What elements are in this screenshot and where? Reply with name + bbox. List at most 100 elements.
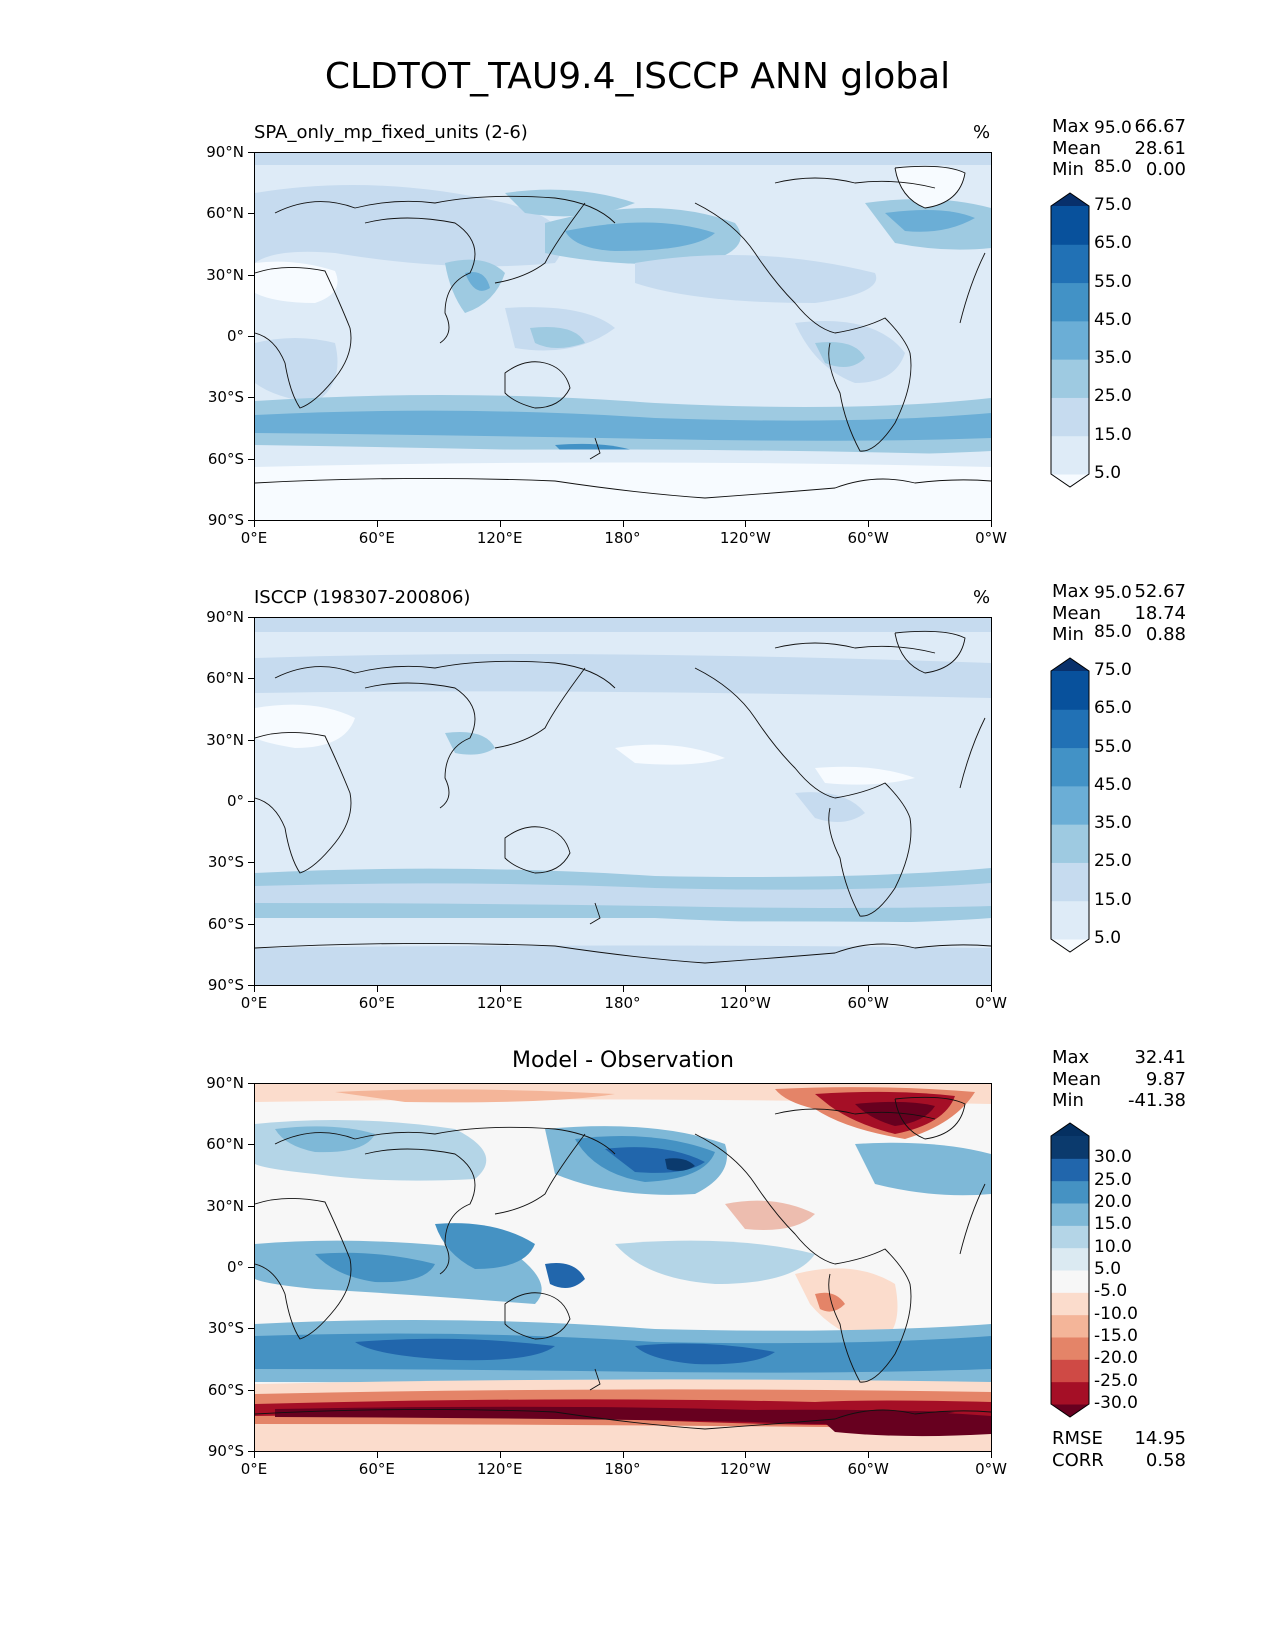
lat-tick-label: 60°N (206, 204, 244, 223)
lon-tick-label: 60°E (358, 1460, 395, 1478)
max-value: 66.67 (1134, 116, 1186, 137)
colorbar-swatch (1051, 824, 1089, 863)
colorbar-label: 45.0 (1094, 774, 1132, 795)
colorbar-outline (1050, 1122, 1090, 1418)
lat-tick-mark (248, 985, 254, 986)
lat-tick-mark (248, 617, 254, 618)
max-label: Max (1052, 1047, 1090, 1068)
lat-tick-mark (248, 678, 254, 680)
contour-field (255, 1084, 991, 1451)
lon-tick-label: 60°W (847, 994, 889, 1012)
map-plot (254, 1083, 992, 1452)
lat-tick-label: 30°S (207, 853, 244, 872)
lon-tick-mark (868, 1452, 870, 1458)
lon-tick-mark (499, 521, 501, 527)
lat-tick-mark (248, 274, 254, 276)
metrics-block: RMSE 14.95 CORR 0.58 (1052, 1428, 1186, 1471)
colorbar-label: 5.0 (1094, 928, 1122, 948)
colorbar-label: 75.0 (1094, 195, 1132, 215)
lon-tick-mark (991, 986, 992, 992)
colorbar-label: 5.0 (1094, 1259, 1122, 1279)
lat-tick-mark (248, 1389, 254, 1391)
lon-tick-mark (868, 986, 870, 992)
lon-tick-mark (991, 1452, 992, 1458)
lat-tick-mark (248, 1451, 254, 1452)
colorbar-swatch (1051, 900, 1089, 940)
lon-tick-label: 60°E (358, 529, 395, 547)
lon-tick-label: 0°W (975, 994, 1007, 1012)
colorbar (1050, 657, 1096, 957)
colorbar-swatch (1051, 1337, 1089, 1360)
lon-tick-label: 0°E (240, 1460, 268, 1478)
colorbar-swatch (1051, 435, 1089, 475)
colorbar-swatch (1051, 862, 1089, 902)
colorbar-swatch (1051, 1292, 1089, 1316)
map-plot (254, 617, 992, 986)
colorbar-label: -15.0 (1094, 1326, 1138, 1346)
lat-tick-label: 30°N (206, 265, 244, 284)
colorbar-extend-high (1051, 193, 1089, 206)
colorbar-extend-low (1051, 1404, 1089, 1417)
lon-tick-mark (991, 521, 992, 527)
lon-tick-mark (868, 521, 870, 527)
colorbar-swatch (1051, 244, 1089, 284)
figure-title: CLDTOT_TAU9.4_ISCCP ANN global (324, 56, 951, 97)
lat-tick-label: 30°S (207, 388, 244, 407)
colorbar-label: -25.0 (1094, 1370, 1138, 1391)
colorbar (1050, 192, 1096, 492)
lat-tick-mark (248, 458, 254, 460)
lon-tick-mark (745, 1452, 747, 1458)
lat-tick-mark (248, 1144, 254, 1146)
stats-block: Max 66.67 Mean 28.61 Min 0.00 (1052, 116, 1186, 181)
mean-value: 28.61 (1134, 137, 1186, 159)
lon-tick-label: 180° (604, 529, 641, 547)
units-label: % (973, 587, 991, 608)
panel-title: SPA_only_mp_fixed_units (2-6) (254, 122, 528, 143)
lat-tick-label: 0° (226, 792, 244, 810)
lon-tick-label: 60°E (358, 994, 395, 1012)
colorbar-label: 65.0 (1094, 698, 1132, 719)
rmse-value: 14.95 (1134, 1428, 1186, 1449)
max-value: 32.41 (1134, 1047, 1186, 1068)
colorbar-label: 25.0 (1094, 386, 1132, 407)
lat-tick-label: 60°S (207, 1380, 244, 1399)
lon-tick-label: 120°W (719, 1460, 771, 1478)
stats-block: Max 32.41 Mean 9.87 Min -41.38 (1052, 1047, 1186, 1112)
lon-tick-label: 60°W (847, 529, 889, 547)
mean-label: Mean (1052, 137, 1102, 159)
colorbar-label: -20.0 (1094, 1348, 1138, 1369)
lat-tick-mark (248, 801, 254, 802)
colorbar-label: 25.0 (1094, 851, 1132, 872)
lon-tick-label: 180° (604, 1460, 641, 1478)
lon-tick-mark (622, 521, 624, 527)
colorbar-swatch (1051, 397, 1089, 437)
colorbar-label: -5.0 (1094, 1281, 1128, 1302)
corr-label: CORR (1052, 1449, 1104, 1471)
colorbar-label: 95.0 (1094, 583, 1132, 604)
lon-tick-mark (622, 986, 624, 992)
lon-tick-mark (745, 521, 747, 527)
colorbar-swatches (1050, 657, 1090, 953)
lat-tick-label: 30°N (206, 1196, 244, 1215)
lon-tick-label: 0°E (240, 994, 268, 1012)
lat-tick-mark (248, 336, 254, 337)
colorbar-label: 45.0 (1094, 309, 1132, 330)
colorbar-outline (1050, 657, 1090, 953)
lon-tick-label: 0°W (975, 1460, 1007, 1478)
colorbar-extend-high (1051, 1123, 1089, 1136)
colorbar-label: 75.0 (1094, 660, 1132, 680)
lat-tick-label: 60°N (206, 669, 244, 688)
lat-tick-mark (248, 923, 254, 925)
colorbar (1050, 1122, 1096, 1422)
min-value: -41.38 (1127, 1090, 1186, 1111)
colorbar-swatch (1051, 1247, 1089, 1271)
colorbar-label: 85.0 (1094, 156, 1132, 177)
panel-title: Model - Observation (512, 1048, 734, 1073)
lat-tick-mark (248, 1328, 254, 1330)
lon-tick-mark (376, 521, 378, 527)
lat-tick-mark (248, 520, 254, 521)
mean-value: 18.74 (1134, 602, 1186, 624)
colorbar-label: 55.0 (1094, 271, 1132, 292)
stats-block: Max 52.67 Mean 18.74 Min 0.88 (1052, 581, 1186, 646)
lon-tick-label: 180° (604, 994, 641, 1012)
